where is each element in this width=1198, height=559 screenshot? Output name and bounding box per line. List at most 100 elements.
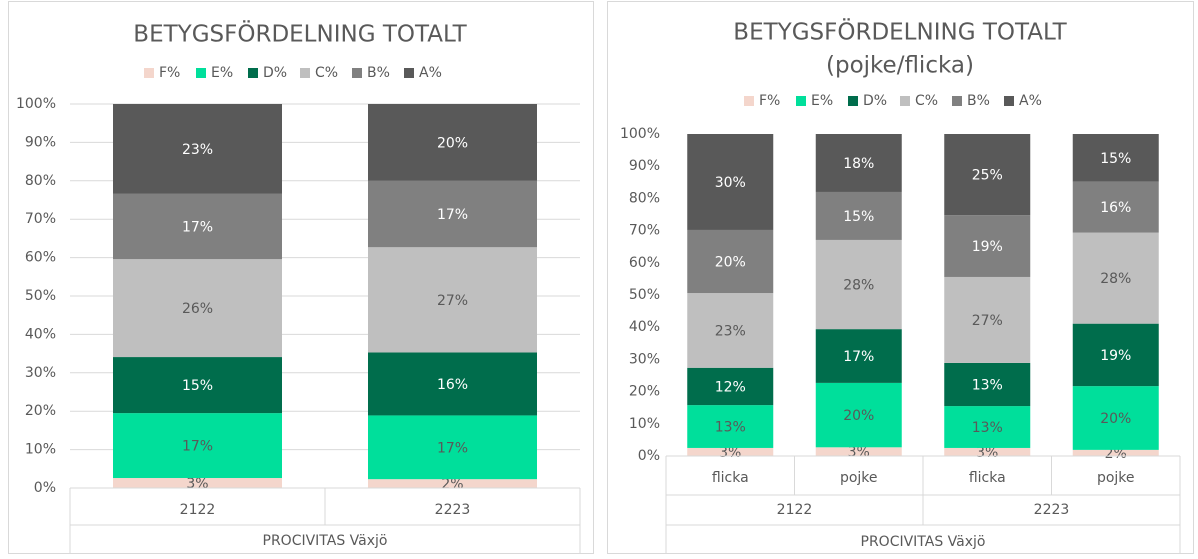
- y-tick-label: 40%: [25, 326, 56, 342]
- x-axis-label: PROCIVITAS Växjö: [263, 533, 388, 549]
- y-tick-label: 70%: [25, 211, 56, 227]
- bar-segment: [687, 134, 774, 230]
- legend-label: E%: [811, 93, 833, 109]
- y-tick-label: 10%: [629, 416, 660, 432]
- bar-segment: [1072, 323, 1159, 387]
- x-tick-label: pojke: [1097, 470, 1135, 486]
- bar-segment: [113, 104, 282, 194]
- bar-segment: [944, 447, 1031, 456]
- value-label: 26%: [182, 301, 213, 317]
- legend-swatch: [144, 68, 154, 78]
- value-label: 17%: [182, 439, 213, 455]
- value-label: 13%: [972, 378, 1003, 394]
- legend-swatch: [352, 68, 362, 78]
- value-label: 20%: [843, 408, 874, 424]
- y-tick-label: 70%: [629, 223, 660, 239]
- legend-swatch: [248, 68, 258, 78]
- value-label: 3%: [848, 445, 870, 461]
- value-label: 15%: [182, 378, 213, 394]
- y-tick-label: 90%: [629, 158, 660, 174]
- value-label: 2%: [441, 477, 463, 493]
- value-label: 16%: [437, 377, 468, 393]
- bar-segment: [1072, 449, 1159, 456]
- legend-swatch: [744, 96, 754, 106]
- value-label: 3%: [719, 445, 741, 461]
- legend-swatch: [848, 96, 858, 106]
- value-label: 3%: [976, 445, 998, 461]
- bar-segment: [113, 193, 282, 260]
- y-tick-label: 40%: [629, 319, 660, 335]
- bar-segment: [944, 276, 1031, 363]
- bar-segment: [113, 357, 282, 414]
- legend-label: A%: [1019, 93, 1042, 109]
- value-label: 12%: [715, 379, 746, 395]
- legend-label: C%: [315, 65, 338, 81]
- bar-segment: [815, 447, 902, 456]
- legend-swatch: [404, 68, 414, 78]
- legend-swatch: [900, 96, 910, 106]
- bar-segment: [687, 293, 774, 368]
- bar-segment: [113, 478, 282, 488]
- y-tick-label: 30%: [25, 365, 56, 381]
- value-label: 27%: [437, 293, 468, 309]
- legend-label: E%: [211, 65, 233, 81]
- value-label: 23%: [715, 323, 746, 339]
- value-label: 20%: [1100, 411, 1131, 427]
- chart-subtitle: (pojke/flicka): [826, 53, 974, 79]
- y-tick-label: 10%: [25, 442, 56, 458]
- bar-segment: [368, 415, 537, 480]
- x-tick-label: flicka: [712, 470, 749, 486]
- y-tick-label: 60%: [629, 255, 660, 271]
- value-label: 27%: [972, 313, 1003, 329]
- bar-segment: [815, 329, 902, 383]
- legend-swatch: [300, 68, 310, 78]
- x-tick-label: 2223: [435, 502, 471, 518]
- y-tick-label: 60%: [25, 250, 56, 266]
- bar-segment: [113, 259, 282, 358]
- bar-segment: [687, 447, 774, 456]
- value-label: 19%: [1100, 348, 1131, 364]
- x-tick-label: 2122: [180, 502, 216, 518]
- value-label: 23%: [182, 142, 213, 158]
- legend-label: F%: [759, 93, 780, 109]
- y-tick-label: 80%: [25, 173, 56, 189]
- bar-segment: [687, 405, 774, 448]
- y-tick-label: 100%: [16, 96, 56, 112]
- bar-segment: [113, 413, 282, 479]
- y-tick-label: 0%: [638, 448, 660, 464]
- value-label: 2%: [1105, 446, 1127, 462]
- bar-segment: [944, 134, 1031, 216]
- value-label: 16%: [1100, 200, 1131, 216]
- y-tick-label: 20%: [25, 403, 56, 419]
- bar-segment: [1072, 181, 1159, 233]
- value-label: 30%: [715, 175, 746, 191]
- legend-swatch: [952, 96, 962, 106]
- value-label: 18%: [843, 156, 874, 172]
- value-label: 20%: [715, 255, 746, 271]
- value-label: 17%: [437, 440, 468, 456]
- y-tick-label: 100%: [620, 126, 660, 142]
- x-tick-label: flicka: [969, 470, 1006, 486]
- legend-swatch: [196, 68, 206, 78]
- bar-segment: [368, 247, 537, 353]
- bar-segment: [815, 382, 902, 448]
- value-label: 17%: [843, 349, 874, 365]
- bar-segment: [944, 406, 1031, 448]
- bar-segment: [368, 104, 537, 181]
- value-label: 20%: [437, 135, 468, 151]
- bar-segment: [687, 367, 774, 406]
- value-label: 19%: [972, 239, 1003, 255]
- chart-title: BETYGSFÖRDELNING TOTALT: [733, 18, 1067, 46]
- value-label: 15%: [1100, 151, 1131, 167]
- value-label: 17%: [437, 207, 468, 223]
- bar-segment: [368, 479, 537, 488]
- legend-label: C%: [915, 93, 938, 109]
- y-tick-label: 90%: [25, 134, 56, 150]
- x-tick-label: pojke: [840, 470, 878, 486]
- bar-segment: [815, 239, 902, 330]
- chart-title: BETYGSFÖRDELNING TOTALT: [133, 20, 467, 48]
- value-label: 13%: [972, 420, 1003, 436]
- bar-segment: [368, 352, 537, 416]
- legend-swatch: [1004, 96, 1014, 106]
